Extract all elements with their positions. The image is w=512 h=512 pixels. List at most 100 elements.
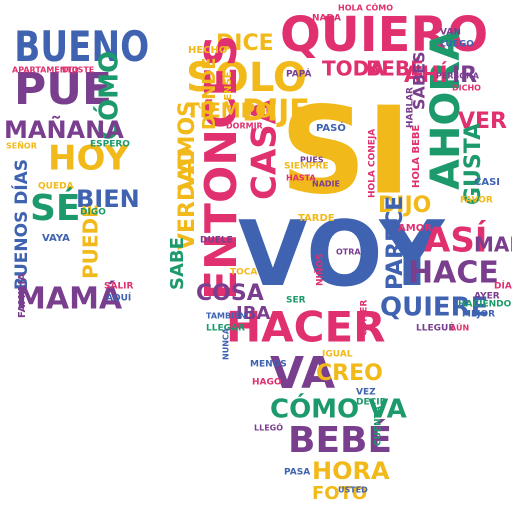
word-toda: TODA [322, 57, 385, 81]
word-hola-como: HOLA CÓMO [338, 2, 393, 13]
word-donde: DÓNDE [198, 57, 220, 130]
word-dormir: DORMIR [226, 122, 263, 131]
word-tambien: TAMBIÉN [206, 310, 246, 321]
word-hola-coneja: HOLA CONEJA [368, 129, 378, 198]
word-quiero: QUIERO [280, 7, 488, 63]
word-comer: COMER [360, 300, 370, 336]
word-ahi: AHÍ [404, 62, 448, 88]
word-creo: CREO [316, 361, 383, 386]
word-espero: ESPERO [90, 140, 130, 150]
word-apartamento: APARTAMENTO [12, 66, 79, 75]
word-hasta: HASTA [286, 174, 316, 183]
word-quiere: QUIERE [380, 293, 488, 323]
word-siempre: SIEMPRE [284, 162, 329, 172]
word-va: VA [270, 348, 335, 399]
word-menos: MENOS [250, 360, 287, 370]
word-tarde: TARDE [298, 213, 335, 224]
word-gusta: GUSTA [461, 123, 486, 205]
word-dije: DIJE [242, 94, 310, 129]
word-duele: DUELE [200, 236, 233, 246]
word-vamos: VAMOS [175, 101, 200, 190]
word-nada: NADA [312, 14, 341, 24]
word-casa: CASA [245, 97, 285, 200]
word-queda: QUEDA [38, 182, 74, 192]
word-mejor: MEJOR [462, 310, 495, 320]
word-dijo: DIJO [378, 193, 431, 218]
word-bebe-bottom: BEBÉ [288, 419, 392, 461]
word-ayer: AYER [474, 292, 500, 302]
word-vez: VEZ [356, 388, 376, 398]
word-iba: IBA [236, 303, 270, 324]
word-pense: PENSÉ [221, 71, 234, 108]
word-ir: IR [452, 63, 477, 88]
word-hoy: HOY [48, 139, 129, 179]
word-sabe: SABE [167, 237, 188, 290]
word-aun: AÚN [450, 322, 469, 333]
word-foto: FOTO [312, 483, 367, 504]
word-nunca: NUNCA [222, 327, 231, 360]
word-mama: MAMÁ [16, 281, 123, 317]
word-cuenta: CUENTA [374, 406, 384, 446]
word-haciendo: HACIENDO [458, 300, 512, 310]
word-persona: PERSONA [436, 72, 480, 81]
word-cosa: COSA [196, 281, 264, 306]
word-favor: FAVOR [460, 196, 493, 206]
word-solo: SOLO [186, 55, 307, 101]
word-vaya: VAYA [42, 233, 70, 244]
word-hecho: HECHO [188, 45, 227, 56]
word-bien: BIEN [76, 185, 140, 213]
word-familia: FAMILIA [17, 273, 28, 318]
word-aqui: AQUÍ [106, 292, 132, 304]
word-buenos-dias: BUENOS DÍAS [10, 159, 32, 290]
word-hace: HACE [408, 256, 499, 291]
word-hago: HAGO [252, 378, 282, 388]
word-nadie: NADIE [312, 180, 340, 189]
word-salir: SALIR [104, 282, 134, 292]
word-asi: ASÍ [424, 220, 487, 261]
word-llego: LLEGÓ [254, 422, 283, 433]
word-manana: MAÑANA [4, 115, 124, 144]
word-papa: PAPÁ [286, 68, 312, 80]
word-senor: SEÑOR [6, 141, 37, 151]
word-dijiste: DIJISTE [62, 66, 94, 75]
word-bueno: BUENO [14, 23, 149, 71]
word-si: SI [280, 83, 411, 222]
word-voy: VOY [238, 202, 446, 307]
word-hacer: HACER [226, 303, 386, 352]
word-hablar: HABLAR [406, 87, 416, 128]
word-ninos: NIÑOS [315, 253, 326, 286]
word-pues: PUES [300, 156, 324, 165]
word-dicho: DICHO [452, 84, 481, 93]
word-igual: IGUAL [322, 350, 353, 360]
word-ser: SER [286, 296, 306, 306]
word-toca: TOCA [230, 268, 257, 278]
word-bebe-top: BEBÉ [366, 57, 424, 81]
word-llegue: LLEGUÉ [416, 322, 454, 334]
word-como-va: CÓMO VA [270, 393, 407, 425]
word-otra: OTRA [336, 248, 361, 257]
word-paso: PASÓ [316, 121, 346, 134]
word-tiempo: TIEMPO [186, 99, 272, 123]
word-se: SÉ [30, 187, 81, 229]
word-dia: DÍA [494, 280, 512, 292]
word-ver: VER [458, 109, 507, 134]
word-casi: CASI [474, 177, 500, 188]
word-llegar: LLEGAR [206, 324, 245, 334]
word-amor: AMOR [398, 223, 432, 234]
word-sabes: SABES [410, 51, 429, 110]
word-como-vertical: CÓMO [93, 51, 125, 140]
word-puede: PUEDE [79, 204, 103, 279]
word-entonces: ENTONCES [196, 35, 247, 300]
word-luego: LUEGO [440, 40, 474, 50]
word-dice: DICE [216, 31, 274, 56]
word-hola-bebe: HOLA BEBÉ [409, 124, 422, 188]
word-pue: PUE [14, 64, 112, 115]
word-pasa: PASA [284, 468, 310, 478]
word-usted: USTED [338, 486, 368, 495]
word-hora: HORA [312, 457, 390, 485]
word-digo: DIGO [80, 208, 106, 218]
word-parece: PARECE [383, 196, 408, 290]
word-ahora: AHORA [423, 30, 469, 190]
